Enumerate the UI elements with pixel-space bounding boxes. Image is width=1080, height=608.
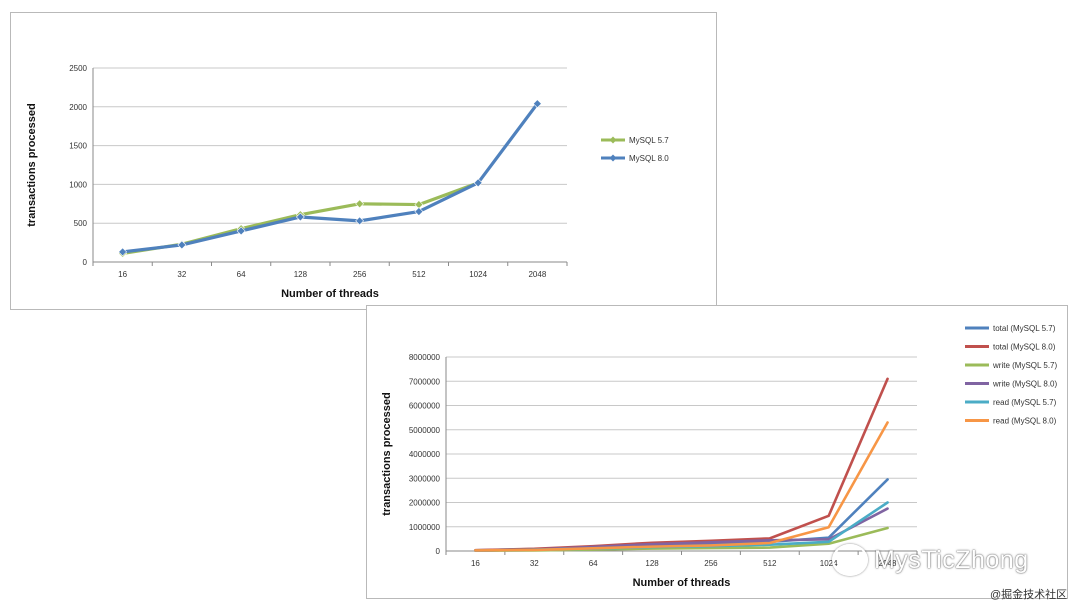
watermark-text: MysTicZhong bbox=[874, 545, 1029, 574]
legend-label: MySQL 8.0 bbox=[629, 154, 669, 163]
y-tick-label: 1000 bbox=[69, 180, 87, 189]
y-tick-label: 2000 bbox=[69, 103, 87, 112]
x-tick-label: 2048 bbox=[528, 270, 546, 279]
data-point-marker bbox=[355, 199, 365, 209]
y-tick-label: 6000000 bbox=[409, 402, 441, 411]
data-point-marker bbox=[532, 99, 542, 109]
x-tick-label: 1024 bbox=[469, 270, 487, 279]
series-line bbox=[121, 102, 539, 254]
legend-label: total (MySQL 8.0) bbox=[993, 343, 1056, 352]
legend-label: read (MySQL 8.0) bbox=[993, 417, 1057, 426]
series-line bbox=[474, 421, 889, 552]
data-point-marker bbox=[355, 216, 365, 226]
x-tick-label: 1024 bbox=[820, 559, 838, 568]
data-point-marker bbox=[414, 207, 424, 216]
legend-marker bbox=[609, 154, 617, 162]
y-tick-label: 5000000 bbox=[409, 426, 441, 435]
series-line bbox=[474, 377, 889, 552]
y-axis-title: transactions processed bbox=[26, 103, 38, 227]
y-tick-label: 7000000 bbox=[409, 377, 441, 386]
y-tick-label: 1000000 bbox=[409, 523, 441, 532]
x-axis-title: Number of threads bbox=[633, 577, 731, 589]
data-point-marker bbox=[236, 226, 246, 236]
x-tick-label: 256 bbox=[704, 559, 718, 568]
y-tick-label: 2000000 bbox=[409, 499, 441, 508]
x-tick-label: 256 bbox=[353, 270, 367, 279]
y-tick-label: 500 bbox=[74, 219, 88, 228]
wechat-watermark: MysTicZhong bbox=[832, 540, 1029, 580]
y-tick-label: 2500 bbox=[69, 64, 87, 73]
x-tick-label: 16 bbox=[118, 270, 127, 279]
x-tick-label: 2048 bbox=[879, 559, 897, 568]
y-tick-label: 0 bbox=[436, 547, 441, 556]
x-tick-label: 16 bbox=[471, 559, 480, 568]
chart-transactions-read-write: 0 1000000 2000000 3000000 4000000 5000000 6000… bbox=[381, 324, 1057, 589]
x-axis-title: Number of threads bbox=[281, 288, 379, 300]
legend-marker bbox=[609, 136, 617, 144]
legend-label: MySQL 5.7 bbox=[629, 136, 669, 145]
chart-panel-read-write: 0 1000000 2000000 3000000 4000000 5000000 6000… bbox=[366, 305, 1068, 599]
x-tick-label: 512 bbox=[412, 270, 426, 279]
chart-panel-mysql-versions: 0 500 1000 1500 2000 2500 16 32 64 128 256 512 1024 2… bbox=[10, 12, 717, 310]
y-axis-title: transactions processed bbox=[381, 392, 393, 516]
wechat-logo-icon bbox=[832, 544, 868, 576]
data-point-marker bbox=[118, 247, 128, 257]
source-credit: @掘金技术社区 bbox=[990, 589, 1068, 601]
y-tick-label: 4000000 bbox=[409, 450, 441, 459]
data-point-marker bbox=[177, 240, 187, 250]
y-tick-label: 1500 bbox=[69, 142, 87, 151]
legend-label: write (MySQL 5.7) bbox=[992, 361, 1057, 370]
x-tick-label: 128 bbox=[645, 559, 659, 568]
data-point-marker bbox=[295, 212, 305, 222]
legend-label: write (MySQL 8.0) bbox=[992, 380, 1057, 389]
x-tick-label: 64 bbox=[237, 270, 246, 279]
x-tick-label: 64 bbox=[589, 559, 598, 568]
x-tick-label: 512 bbox=[763, 559, 777, 568]
y-tick-label: 0 bbox=[83, 258, 88, 267]
legend-label: read (MySQL 5.7) bbox=[993, 398, 1057, 407]
x-tick-label: 128 bbox=[294, 270, 308, 279]
chart-transactions-by-version: 0 500 1000 1500 2000 2500 16 32 64 128 256 512 1024 2… bbox=[26, 64, 669, 300]
y-tick-label: 8000000 bbox=[409, 353, 441, 362]
x-tick-label: 32 bbox=[177, 270, 186, 279]
x-tick-label: 32 bbox=[530, 559, 539, 568]
legend-label: total (MySQL 5.7) bbox=[993, 324, 1056, 333]
y-tick-label: 3000000 bbox=[409, 474, 441, 483]
data-point-marker bbox=[473, 178, 483, 188]
